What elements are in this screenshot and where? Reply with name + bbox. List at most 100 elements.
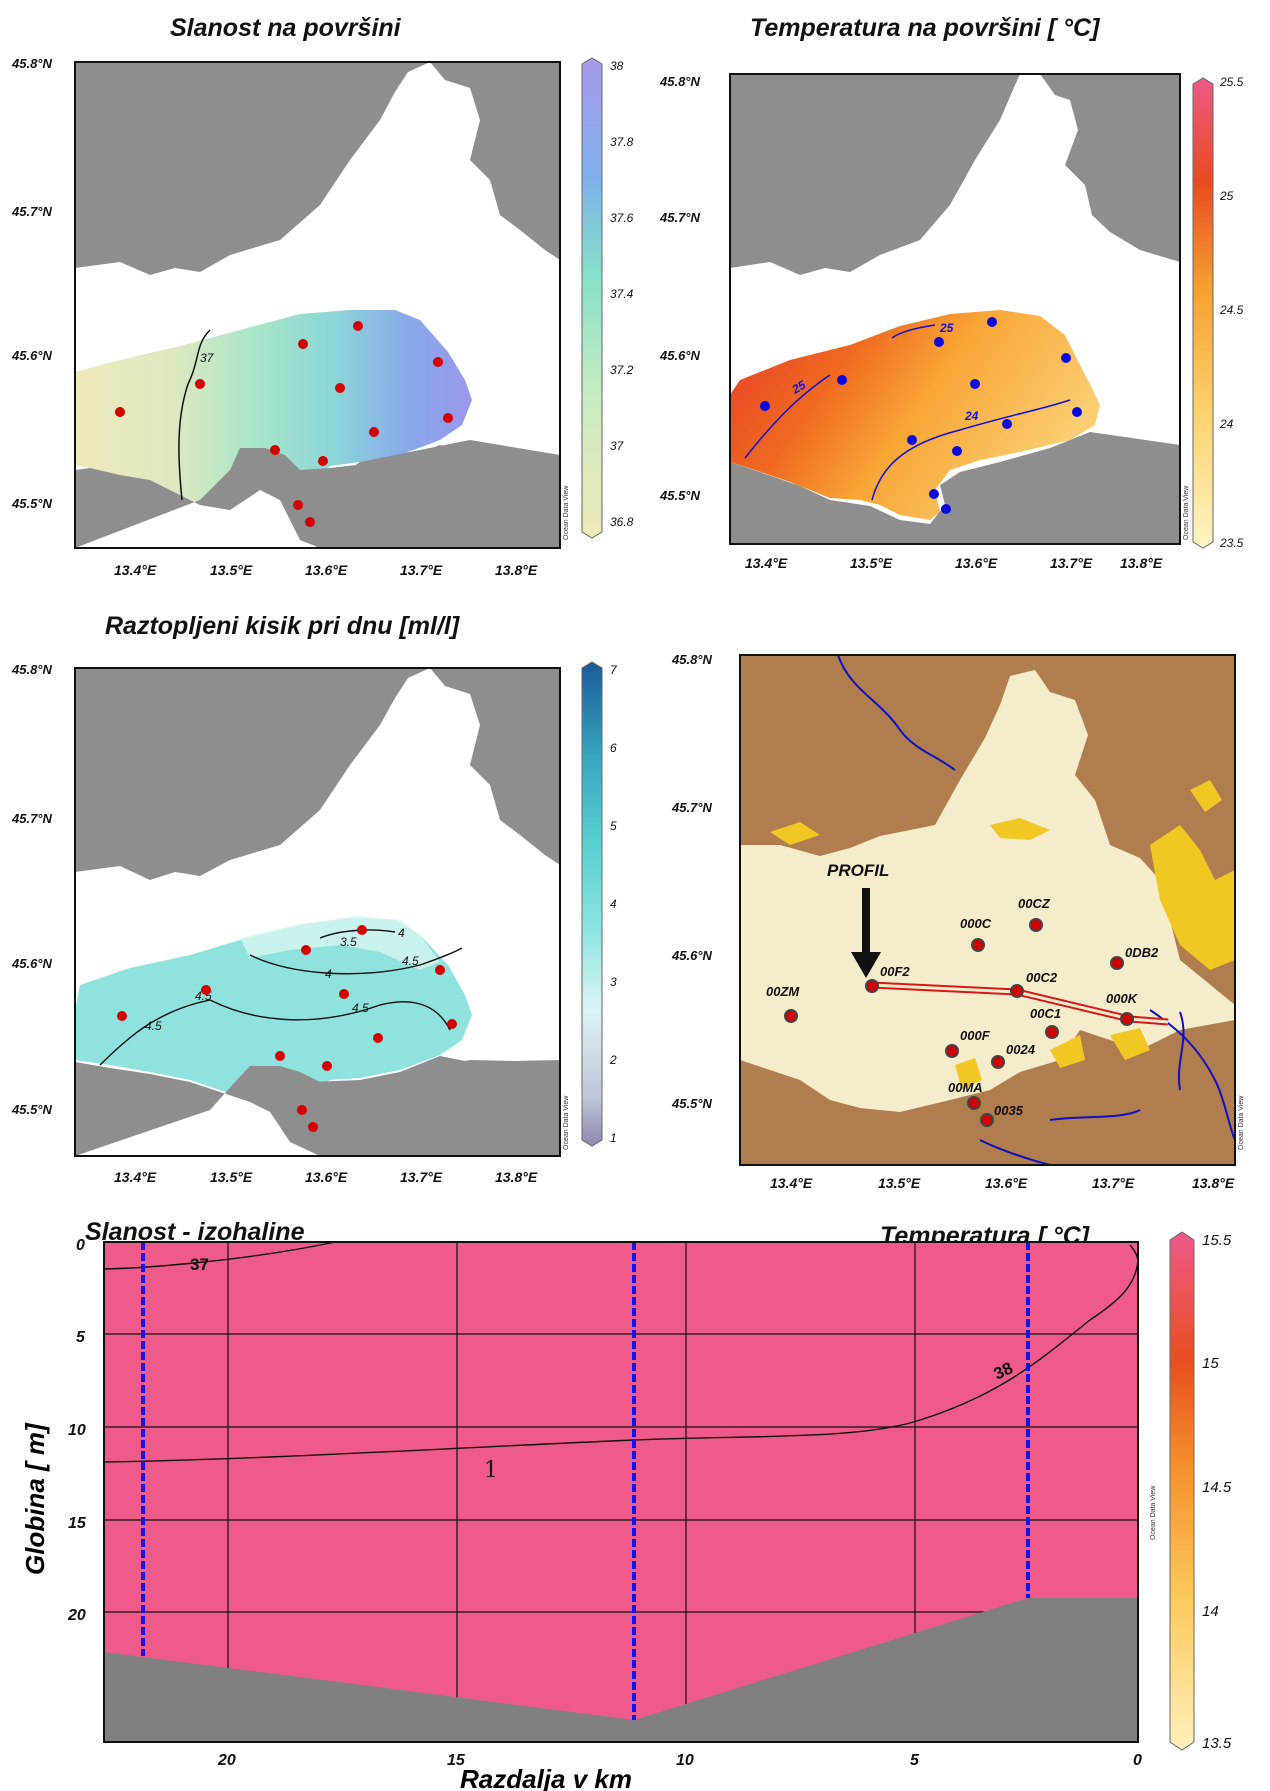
section-x-ticks: 20 15 10 5 0: [217, 1752, 1142, 1769]
svg-text:5: 5: [610, 819, 617, 833]
svg-text:13.5°E: 13.5°E: [850, 555, 893, 571]
oxygen-map: 3.5 4 4 4.5 4.5 4.5 4.5: [75, 668, 560, 1156]
svg-text:45.5°N: 45.5°N: [11, 496, 53, 511]
svg-text:13.8°E: 13.8°E: [1120, 555, 1163, 571]
odv-credit: Ocean Data View: [563, 485, 570, 540]
profile-arrow: [851, 888, 881, 978]
svg-text:13.7°E: 13.7°E: [400, 562, 443, 578]
oxygen-contours: [99, 929, 463, 1066]
oxygen-map-title: Raztopljeni kisik pri dnu [ml/l]: [105, 612, 460, 640]
svg-text:13.5: 13.5: [1202, 1735, 1232, 1752]
svg-text:15: 15: [447, 1752, 466, 1769]
svg-text:45.6°N: 45.6°N: [659, 348, 701, 363]
station-label: 00CZ: [1018, 896, 1051, 911]
svg-text:13.4°E: 13.4°E: [114, 1169, 157, 1185]
profile-label: PROFIL: [827, 861, 889, 880]
isotherm-24: [871, 399, 1071, 501]
svg-text:15: 15: [68, 1515, 87, 1532]
section-x-axis-title: Razdalja v km: [460, 1764, 632, 1791]
station-label: 00MA: [948, 1080, 983, 1095]
svg-text:13.5°E: 13.5°E: [210, 562, 253, 578]
svg-text:13.5°E: 13.5°E: [878, 1175, 921, 1191]
salinity-contour-37: [187, 329, 211, 385]
svg-text:45.7°N: 45.7°N: [11, 811, 53, 826]
oxygen-colorbar: 7 6 5 4 3 2 1: [581, 661, 618, 1147]
seabed: [104, 1598, 1138, 1742]
svg-text:45.6°N: 45.6°N: [11, 348, 53, 363]
oxygen-contour-label: 4.5: [352, 1001, 369, 1015]
svg-text:1: 1: [610, 1131, 617, 1145]
salinity-map-title: Slanost na površini: [170, 14, 401, 42]
oxygen-contour-label: 4: [325, 967, 332, 981]
svg-text:13.4°E: 13.4°E: [114, 562, 157, 578]
svg-text:37.6: 37.6: [610, 211, 634, 225]
oxygen-stations: [117, 925, 457, 1132]
svg-text:13.8°E: 13.8°E: [495, 1169, 538, 1185]
svg-text:14: 14: [1202, 1603, 1219, 1620]
station-label: 000K: [1106, 991, 1139, 1006]
odv-credit: Ocean Data View: [1238, 1095, 1245, 1150]
temperature-stations: [760, 317, 1082, 514]
svg-text:10: 10: [676, 1752, 694, 1769]
temperature-colorbar: 25.5 25 24.5 24 23.5: [1192, 75, 1244, 550]
map-stations: [784, 918, 1134, 1127]
isotherm-label: 24: [964, 409, 979, 423]
isotherm-label: 25: [789, 378, 809, 397]
svg-text:45.5°N: 45.5°N: [671, 1096, 713, 1111]
station-label: 000F: [960, 1028, 991, 1043]
salinity-field: [75, 310, 472, 545]
svg-text:25: 25: [1219, 189, 1234, 203]
odv-credit: Ocean Data View: [563, 1095, 570, 1150]
svg-text:24: 24: [1219, 417, 1234, 431]
map-longitude-labels: 13.4°E 13.5°E 13.6°E 13.7°E 13.8°E 13.4°…: [114, 555, 1235, 1191]
svg-text:45.7°N: 45.7°N: [671, 800, 713, 815]
svg-text:15: 15: [1202, 1355, 1219, 1372]
salinity-map: 37: [75, 62, 560, 548]
station-label: 0024: [1006, 1042, 1036, 1057]
svg-text:36.8: 36.8: [610, 515, 634, 529]
oxygen-field: [75, 918, 472, 1145]
svg-text:7: 7: [610, 663, 618, 677]
svg-text:45.8°N: 45.8°N: [659, 74, 701, 89]
svg-text:23.5: 23.5: [1219, 536, 1244, 550]
station-label: 000C: [960, 916, 992, 931]
station-map: PROFIL 00ZM 00F2 000C 00CZ 0DB2 00C2 000…: [740, 655, 1235, 1165]
yellow-terrain: [770, 780, 1235, 1090]
svg-text:4: 4: [610, 897, 617, 911]
svg-text:13.8°E: 13.8°E: [495, 562, 538, 578]
station-label: 0035: [994, 1103, 1024, 1118]
svg-text:13.6°E: 13.6°E: [985, 1175, 1028, 1191]
salinity-colorbar: 38 37.8 37.6 37.4 37.2 37 36.8: [581, 57, 634, 539]
odv-credit: Ocean Data View: [1150, 1485, 1157, 1540]
oxygen-contour-label: 4.5: [145, 1019, 162, 1033]
svg-text:45.5°N: 45.5°N: [11, 1102, 53, 1117]
station-label: 00C2: [1026, 970, 1058, 985]
svg-text:10: 10: [68, 1422, 86, 1439]
svg-text:25.5: 25.5: [1219, 75, 1244, 89]
isotherm-label: 25: [939, 321, 954, 335]
map-latitude-labels: 45.8°N 45.7°N 45.6°N 45.5°N 45.8°N 45.7°…: [11, 56, 713, 1117]
svg-text:13.6°E: 13.6°E: [305, 1169, 348, 1185]
svg-text:13.4°E: 13.4°E: [770, 1175, 813, 1191]
isohaline-label: 1: [484, 1458, 498, 1483]
isotherm-25-north: [891, 324, 936, 339]
svg-text:13.4°E: 13.4°E: [745, 555, 788, 571]
svg-text:13.8°E: 13.8°E: [1192, 1175, 1235, 1191]
isohaline-label: 37: [190, 1255, 209, 1274]
svg-text:37.2: 37.2: [610, 363, 634, 377]
oxygen-contour-label: 4.5: [402, 954, 419, 968]
svg-text:13.7°E: 13.7°E: [1050, 555, 1093, 571]
temperature-map: 25 24 25: [730, 74, 1180, 544]
salinity-contour-label: 37: [200, 351, 215, 365]
section-temperature-colorbar: 15.5 15 14.5 14 13.5: [1169, 1231, 1232, 1752]
svg-text:20: 20: [67, 1607, 86, 1624]
station-label: 00ZM: [766, 984, 800, 999]
section-y-ticks: 0 5 10 15 20: [67, 1237, 87, 1624]
svg-text:13.7°E: 13.7°E: [400, 1169, 443, 1185]
svg-text:14.5: 14.5: [1202, 1479, 1232, 1496]
svg-text:13.5°E: 13.5°E: [210, 1169, 253, 1185]
svg-text:45.8°N: 45.8°N: [671, 652, 713, 667]
svg-text:13.6°E: 13.6°E: [305, 562, 348, 578]
svg-text:6: 6: [610, 741, 617, 755]
